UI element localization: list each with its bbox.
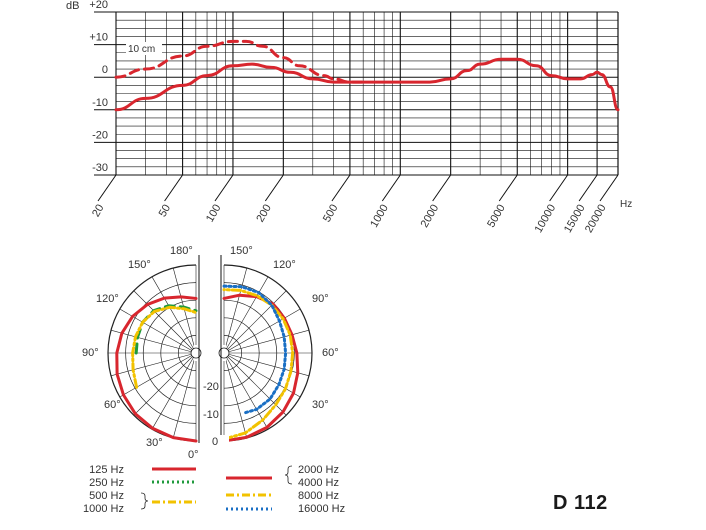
polar-spoke	[223, 352, 269, 430]
x-tick	[498, 174, 518, 202]
y-tick-label: -30	[92, 162, 108, 174]
angle-label: 30°	[312, 399, 329, 411]
x-tick-label: 1000	[368, 203, 391, 230]
polar-spoke	[223, 276, 269, 354]
legend-label: 125 Hz	[89, 464, 124, 476]
y-tick-label: +20	[89, 0, 108, 11]
radial-label: 0	[212, 436, 218, 448]
polar-pattern-chart: 0° 30° 60° 90° 120° 150° 180° 150° 120° 90° 60° 30°…	[82, 245, 339, 461]
x-tick-label: 2000	[419, 203, 442, 230]
legend-label: 16000 Hz	[298, 503, 345, 515]
angle-label: 0°	[188, 449, 199, 461]
angle-label: 90°	[82, 347, 99, 359]
radial-label: -20	[203, 381, 219, 393]
legend-label: 4000 Hz	[298, 477, 339, 489]
polar-spoke	[133, 290, 197, 354]
x-unit-label: Hz	[620, 199, 632, 210]
x-tick-label: 200	[254, 203, 274, 225]
polar-curve	[131, 305, 198, 389]
angle-label: 120°	[96, 293, 119, 305]
center-gap	[194, 345, 226, 361]
x-tick	[578, 174, 598, 202]
y-tick-label: -20	[92, 129, 108, 141]
legend-label: 250 Hz	[89, 477, 124, 489]
angle-label: 60°	[104, 399, 121, 411]
polar-spoke	[151, 352, 197, 430]
polar-spoke	[223, 352, 287, 416]
x-tick	[264, 174, 284, 202]
x-tick-label: 20000	[583, 203, 609, 235]
legend-brace	[140, 492, 149, 510]
x-tick-label: 5000	[485, 202, 508, 229]
polar-spoke	[110, 329, 197, 354]
polar-spoke	[223, 352, 301, 398]
annotation-bg	[126, 42, 162, 55]
angle-label: 120°	[273, 259, 296, 271]
radial-label-bg	[202, 380, 220, 392]
polar-spoke	[172, 352, 197, 439]
angle-label: 180°	[170, 245, 193, 257]
y-unit-label: dB	[66, 0, 79, 12]
polar-spoke	[223, 308, 301, 354]
polar-spoke	[223, 290, 287, 354]
polar-spoke	[151, 276, 197, 354]
x-tick-label: 10000	[533, 203, 559, 235]
y-tick-label: +10	[89, 32, 108, 44]
x-tick-label: 500	[321, 203, 341, 225]
x-tick	[164, 174, 183, 202]
x-tick-label: 100	[204, 203, 224, 225]
polar-spoke	[119, 352, 197, 398]
angle-label: 60°	[322, 347, 339, 359]
legend-label: 500 Hz	[89, 490, 124, 502]
polar-curve	[222, 284, 288, 415]
legend-brace	[284, 465, 293, 485]
polar-curve	[115, 295, 198, 443]
x-tick	[599, 174, 619, 202]
polar-curve	[222, 293, 300, 443]
angle-label: 150°	[128, 259, 151, 271]
x-tick	[432, 174, 452, 202]
frequency-response-chart: +20 +10 0 -10 -20 -30 dB 20 50 100 200 500 1000 2000 5…	[66, 0, 632, 235]
polar-spoke	[223, 352, 310, 377]
radial-label-bg	[202, 408, 220, 420]
radial-label-bg	[211, 435, 229, 447]
response-curve-10cm	[114, 39, 365, 84]
x-tick-label: 20	[90, 203, 107, 220]
polar-curve	[134, 304, 198, 355]
polar-curve	[222, 288, 295, 441]
x-tick	[381, 174, 401, 202]
radial-label: -10	[203, 409, 219, 421]
polar-spoke	[119, 308, 197, 354]
x-tick	[214, 174, 234, 202]
angle-label: 30°	[146, 437, 163, 449]
x-tick-label: 50	[157, 203, 174, 220]
legend-label: 1000 Hz	[83, 503, 124, 515]
y-tick-label: 0	[102, 64, 108, 76]
model-label: D 112	[553, 492, 608, 514]
x-tick	[331, 174, 351, 202]
legend-label: 8000 Hz	[298, 490, 339, 502]
legend-label: 2000 Hz	[298, 464, 339, 476]
angle-label: 90°	[312, 293, 329, 305]
polar-spoke	[223, 267, 248, 354]
polar-spoke	[223, 329, 310, 354]
y-tick-label: -10	[92, 97, 108, 109]
polar-spoke	[223, 352, 248, 439]
x-tick	[549, 174, 569, 202]
x-tick	[97, 174, 117, 202]
polar-spoke	[133, 352, 197, 416]
annotation-10cm: 10 cm	[128, 44, 155, 55]
polar-spoke	[110, 352, 197, 377]
response-curve	[114, 57, 620, 112]
angle-label: 150°	[230, 245, 253, 257]
